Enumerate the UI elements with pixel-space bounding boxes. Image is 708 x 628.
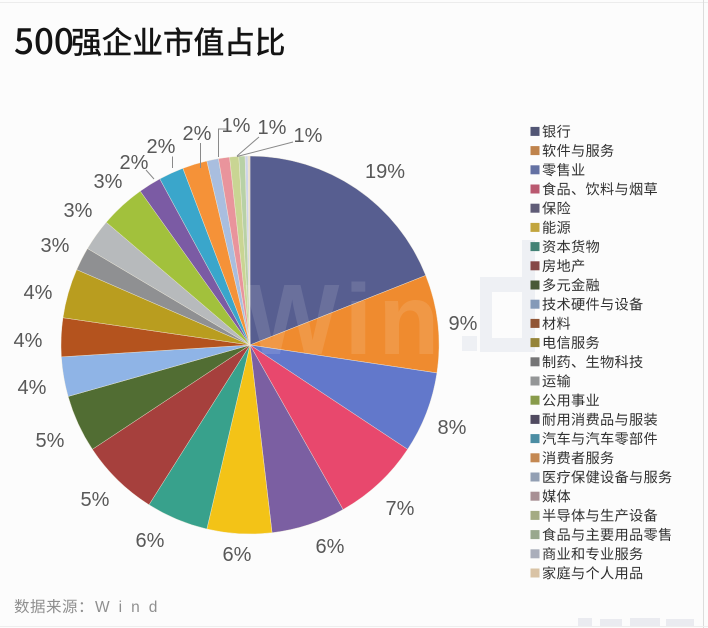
svg-text:8%: 8% bbox=[438, 417, 467, 439]
svg-text:6%: 6% bbox=[316, 536, 345, 558]
svg-text:1%: 1% bbox=[222, 115, 251, 137]
svg-text:3%: 3% bbox=[64, 200, 93, 222]
svg-text:19%: 19% bbox=[365, 161, 405, 183]
svg-text:3%: 3% bbox=[94, 171, 123, 193]
svg-text:1%: 1% bbox=[258, 117, 287, 139]
svg-text:9%: 9% bbox=[449, 313, 478, 335]
svg-text:2%: 2% bbox=[120, 152, 149, 174]
svg-text:Win: Win bbox=[245, 264, 445, 376]
svg-text:3%: 3% bbox=[41, 235, 70, 257]
svg-text:2%: 2% bbox=[183, 123, 212, 145]
svg-text:4%: 4% bbox=[18, 377, 47, 399]
svg-text:4%: 4% bbox=[24, 282, 53, 304]
svg-text:5%: 5% bbox=[36, 430, 65, 452]
svg-text:6%: 6% bbox=[223, 544, 252, 566]
svg-text:5%: 5% bbox=[81, 489, 110, 511]
svg-text:6%: 6% bbox=[136, 530, 165, 552]
svg-text:7%: 7% bbox=[386, 498, 415, 520]
svg-text:4%: 4% bbox=[14, 330, 43, 352]
svg-text:1%: 1% bbox=[294, 125, 323, 147]
svg-text:Wind: Wind bbox=[95, 599, 166, 616]
svg-text:2%: 2% bbox=[147, 136, 176, 158]
